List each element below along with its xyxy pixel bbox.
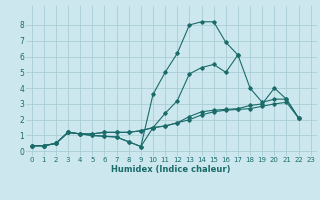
X-axis label: Humidex (Indice chaleur): Humidex (Indice chaleur) [111, 165, 231, 174]
